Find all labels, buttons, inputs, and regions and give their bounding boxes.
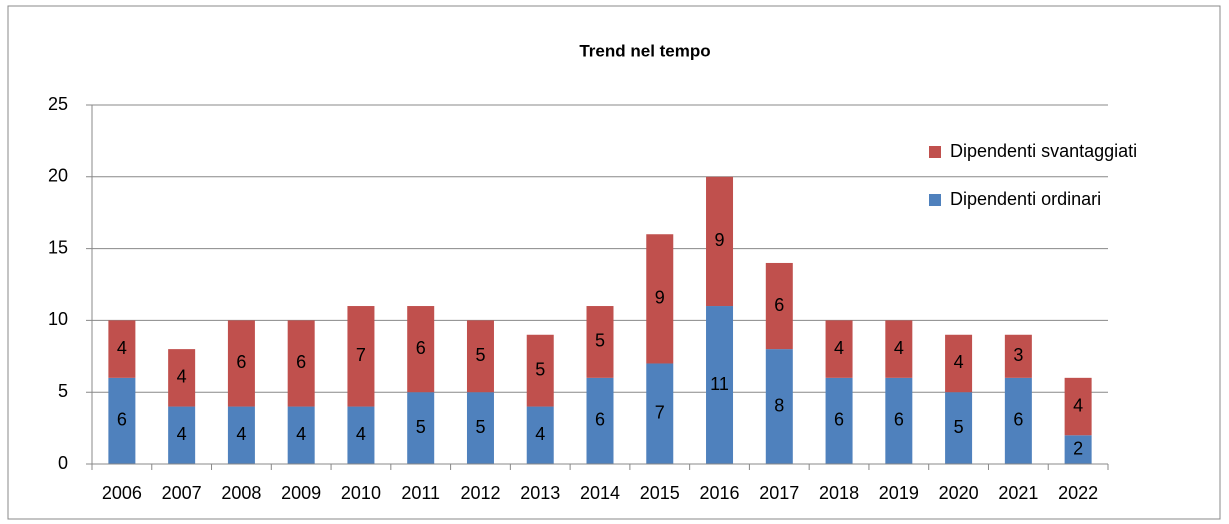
bar-segment: [765, 262, 793, 350]
bar-segment: [706, 306, 734, 464]
bar-segment: [1064, 377, 1092, 436]
bar-segment: [466, 320, 494, 393]
y-tick-label: 25: [48, 94, 68, 114]
value-label: 9: [655, 288, 665, 308]
value-label: 5: [416, 417, 426, 437]
value-label: 4: [177, 424, 187, 444]
x-tick-label: 2011: [401, 483, 440, 503]
value-label: 6: [834, 410, 844, 430]
bar-segment: [646, 234, 674, 364]
bar-segment: [168, 406, 196, 464]
x-tick-label: 2007: [162, 483, 202, 503]
value-label: 7: [655, 402, 665, 422]
bar-segment: [347, 306, 375, 407]
y-tick-label: 10: [48, 309, 68, 329]
chart-title: Trend nel tempo: [579, 41, 710, 60]
bar-segment: [1004, 334, 1032, 378]
bar-segment: [227, 320, 255, 407]
value-label: 6: [1013, 410, 1023, 430]
bar-segment: [646, 363, 674, 464]
y-tick-label: 0: [58, 453, 68, 473]
bar-segment: [526, 406, 554, 464]
bar-segment: [407, 392, 435, 464]
value-label: 5: [475, 417, 485, 437]
value-label: 4: [236, 424, 246, 444]
x-tick-label: 2010: [341, 483, 381, 503]
bar-segment: [526, 334, 554, 407]
value-label: 5: [475, 345, 485, 365]
value-label: 11: [710, 374, 729, 394]
x-tick-label: 2018: [819, 483, 859, 503]
value-label: 7: [356, 345, 366, 365]
value-label: 4: [1073, 395, 1083, 415]
x-tick-label: 2015: [640, 483, 680, 503]
bar-segment: [765, 349, 793, 464]
value-label: 6: [894, 410, 904, 430]
value-label: 3: [1013, 345, 1023, 365]
x-tick-label: 2016: [700, 483, 740, 503]
bar-segment: [945, 392, 973, 464]
bar-segment: [407, 306, 435, 393]
legend-swatch: [929, 146, 941, 158]
value-label: 4: [834, 338, 844, 358]
value-label: 4: [296, 424, 306, 444]
value-label: 6: [236, 352, 246, 372]
bar-segment: [885, 377, 913, 464]
bar-segment: [168, 349, 196, 407]
bar-segment: [227, 406, 255, 464]
value-label: 6: [416, 338, 426, 358]
bar-segment: [466, 392, 494, 464]
x-tick-label: 2022: [1058, 483, 1098, 503]
value-label: 6: [117, 410, 127, 430]
x-tick-label: 2012: [460, 483, 500, 503]
value-label: 8: [774, 395, 784, 415]
bar-segment: [825, 377, 853, 464]
value-label: 4: [356, 424, 366, 444]
value-label: 4: [954, 352, 964, 372]
x-tick-label: 2009: [281, 483, 321, 503]
x-tick-label: 2014: [580, 483, 620, 503]
bar-segment: [1064, 435, 1092, 464]
legend-swatch: [929, 194, 941, 206]
value-label: 4: [535, 424, 545, 444]
value-label: 6: [595, 410, 605, 430]
bar-segment: [347, 406, 375, 464]
x-tick-label: 2013: [520, 483, 560, 503]
x-tick-label: 2017: [759, 483, 799, 503]
bar-segment: [287, 320, 315, 407]
value-label: 2: [1073, 438, 1083, 458]
bar-segment: [586, 306, 614, 378]
x-tick-label: 2019: [879, 483, 919, 503]
bar-segment: [885, 320, 913, 378]
bar-segment: [586, 377, 614, 464]
legend-label: Dipendenti ordinari: [950, 189, 1101, 209]
value-label: 4: [894, 338, 904, 358]
x-tick-label: 2008: [221, 483, 261, 503]
x-tick-label: 2021: [998, 483, 1038, 503]
y-tick-label: 5: [58, 381, 68, 401]
bar-segment: [287, 406, 315, 464]
x-tick-label: 2020: [939, 483, 979, 503]
value-label: 5: [595, 331, 605, 351]
bar-segment: [108, 320, 136, 378]
value-label: 5: [954, 417, 964, 437]
value-label: 9: [715, 230, 725, 250]
y-tick-label: 20: [48, 166, 68, 186]
legend-label: Dipendenti svantaggiati: [950, 141, 1137, 161]
bar-segment: [945, 334, 973, 393]
bar-segment: [108, 377, 136, 464]
value-label: 6: [774, 295, 784, 315]
bar-segment: [1004, 377, 1032, 464]
value-label: 4: [177, 367, 187, 387]
value-label: 5: [535, 359, 545, 379]
value-label: 4: [117, 338, 127, 358]
bar-segment: [706, 176, 734, 307]
value-label: 6: [296, 352, 306, 372]
y-tick-label: 15: [48, 237, 68, 257]
x-tick-label: 2006: [102, 483, 142, 503]
bar-segment: [825, 320, 853, 378]
